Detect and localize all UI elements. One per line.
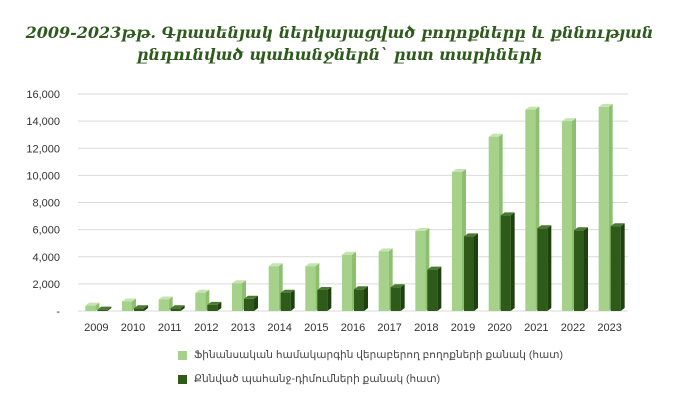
bar-series1 xyxy=(122,298,136,311)
y-tick-label: 10,000 xyxy=(26,170,60,182)
x-tick-label: 2019 xyxy=(451,322,475,334)
chart-title: 2009-2023թթ. Գրասենյակ ներկայացված բողոք… xyxy=(0,22,679,66)
chart-title-line2: ընդունված պահանջներն` ըստ տարիների xyxy=(136,45,543,64)
x-tick-label: 2009 xyxy=(84,322,108,334)
legend-item-series1: Ֆինանսական համակարգին վերաբերող բողոքներ… xyxy=(178,349,638,361)
bar-series1 xyxy=(305,263,320,311)
y-tick-label: 2,000 xyxy=(32,279,60,291)
bar-series2 xyxy=(464,233,478,311)
bar-series2 xyxy=(207,301,222,311)
bar-series2 xyxy=(317,286,332,311)
legend-label-series1: Ֆինանսական համակարգին վերաբերող բողոքներ… xyxy=(194,349,563,361)
bar-series1 xyxy=(488,133,503,311)
y-tick-label: 14,000 xyxy=(26,116,60,128)
y-tick-label: 6,000 xyxy=(32,225,60,237)
bar-series2 xyxy=(500,212,515,311)
x-tick-label: 2014 xyxy=(267,322,291,334)
bar-series2 xyxy=(427,266,442,311)
bar-series1 xyxy=(158,296,173,311)
x-tick-label: 2011 xyxy=(158,322,182,334)
bar-series2 xyxy=(537,225,552,311)
bar-series2 xyxy=(610,223,625,311)
bar-series1 xyxy=(342,251,356,311)
bar-series2 xyxy=(574,227,588,311)
x-tick-label: 2015 xyxy=(304,322,328,334)
bar-series2 xyxy=(244,295,258,311)
bar-series1 xyxy=(525,106,540,311)
x-tick-label: 2022 xyxy=(561,322,585,334)
chart-title-line1: 2009-2023թթ. Գրասենյակ ներկայացված բողոք… xyxy=(25,23,654,42)
x-tick-label: 2020 xyxy=(487,322,511,334)
bar-series1 xyxy=(268,263,283,311)
legend-label-series2: Քննված պահանջ-դիմումների քանակ (հատ) xyxy=(194,373,441,385)
bar-series2 xyxy=(354,286,368,311)
y-tick-label: 8,000 xyxy=(32,198,60,210)
bar-series2 xyxy=(390,284,405,311)
legend-item-series2: Քննված պահանջ-դիմումների քանակ (հատ) xyxy=(178,373,638,385)
bar-series1 xyxy=(195,289,210,311)
bar-series2 xyxy=(170,305,185,311)
legend-swatch-series1 xyxy=(178,350,187,360)
y-tick-label: - xyxy=(56,306,60,318)
bar-series1 xyxy=(452,168,466,311)
x-tick-label: 2018 xyxy=(414,322,438,334)
x-tick-label: 2012 xyxy=(194,322,218,334)
x-tick-label: 2021 xyxy=(524,322,548,334)
bar-series2 xyxy=(97,306,112,311)
bar-series1 xyxy=(562,118,576,311)
bar-series1 xyxy=(378,248,393,311)
bar-series2 xyxy=(134,305,148,311)
y-tick-label: 4,000 xyxy=(32,252,60,264)
legend-swatch-series2 xyxy=(178,374,187,384)
y-tick-label: 12,000 xyxy=(26,143,60,155)
bar-series2 xyxy=(280,289,295,311)
x-tick-label: 2016 xyxy=(341,322,365,334)
bar-series1 xyxy=(598,103,613,312)
x-tick-label: 2013 xyxy=(231,322,255,334)
y-tick-label: 16,000 xyxy=(26,89,60,101)
bar-series1 xyxy=(85,302,100,311)
x-tick-label: 2017 xyxy=(377,322,401,334)
x-tick-label: 2023 xyxy=(597,322,621,334)
bar-series1 xyxy=(232,280,246,311)
bar-series1 xyxy=(415,227,430,311)
x-tick-label: 2010 xyxy=(121,322,145,334)
